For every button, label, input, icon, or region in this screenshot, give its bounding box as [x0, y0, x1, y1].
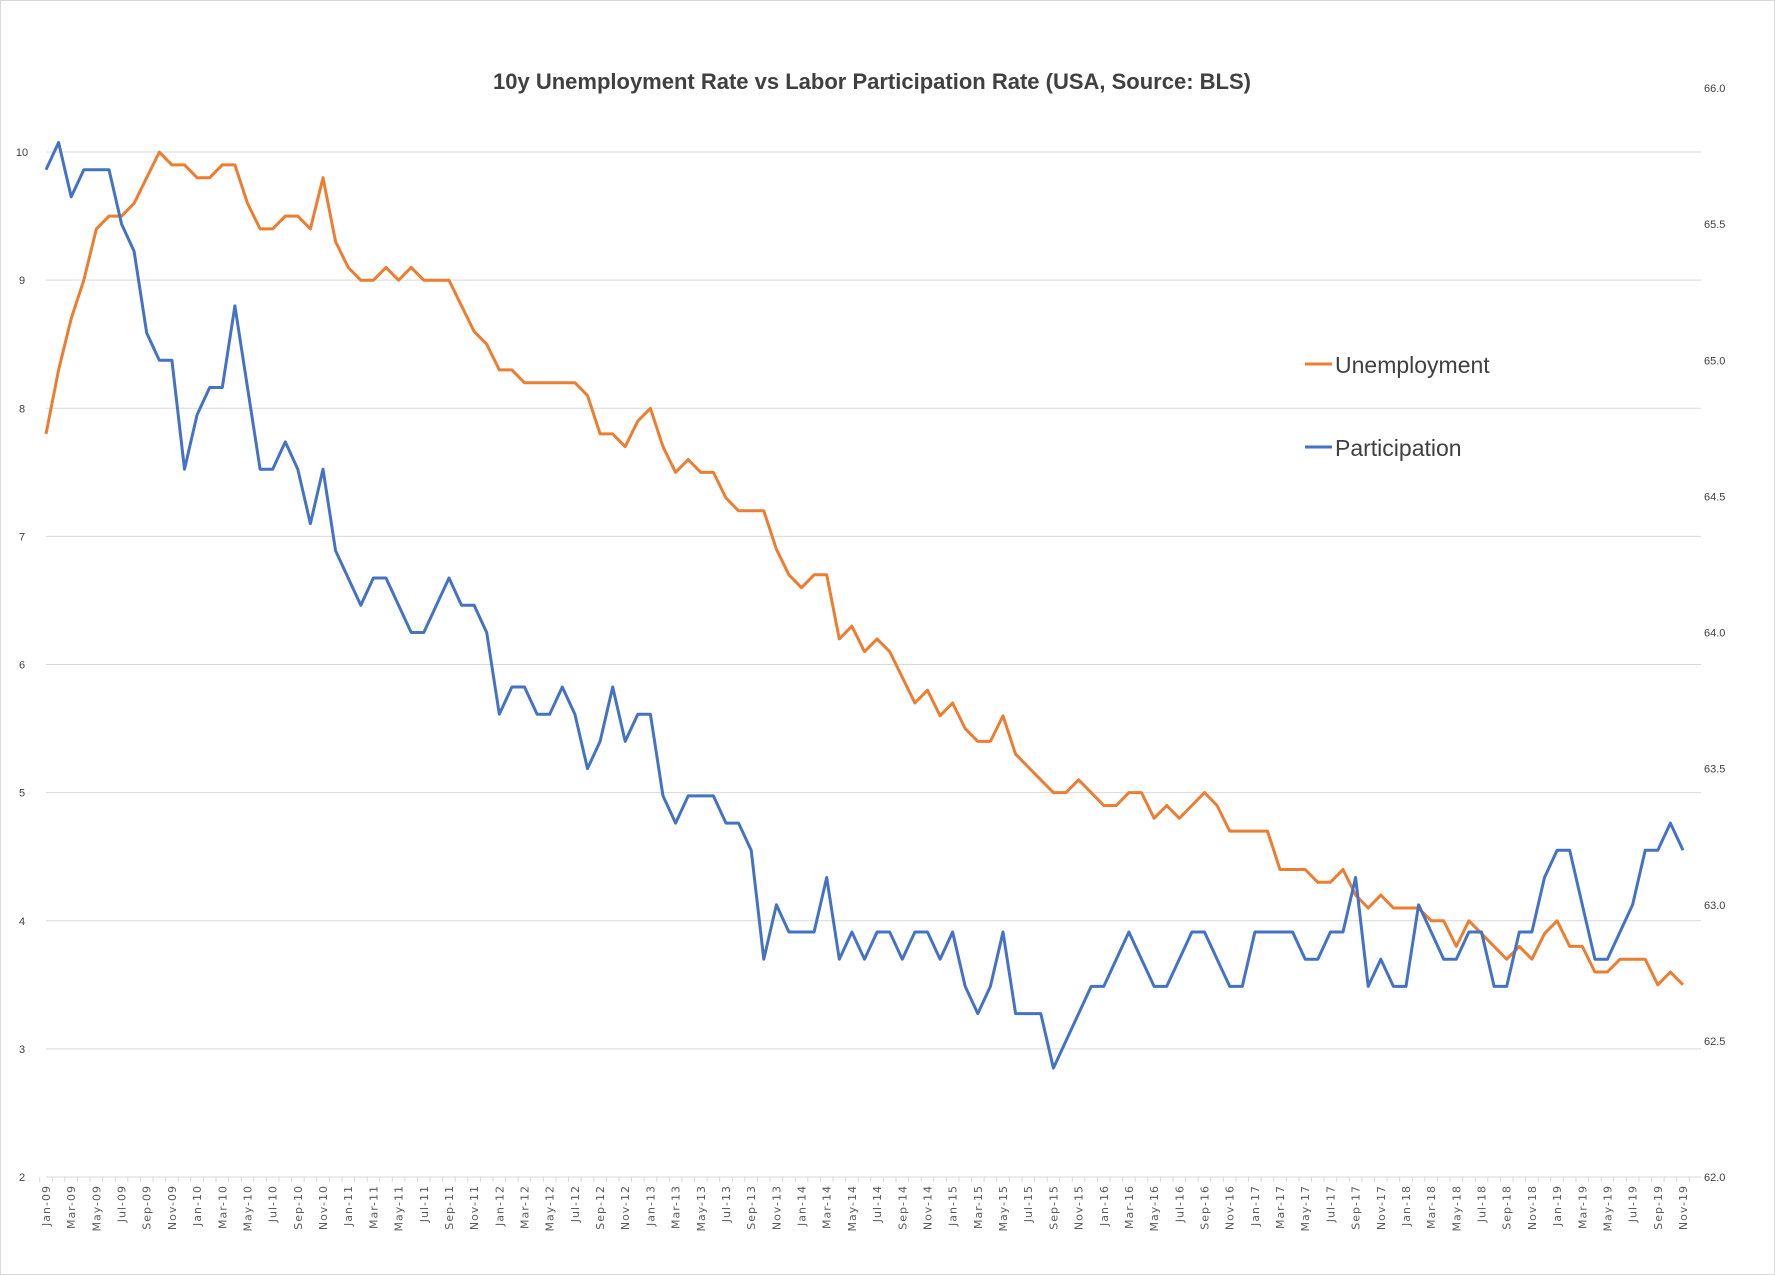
x-tick-label: Jul-19	[1627, 1185, 1640, 1223]
x-tick-label: May-13	[695, 1185, 708, 1232]
x-tick-label: Sep-12	[594, 1185, 607, 1230]
x-tick-label: Jan-19	[1551, 1185, 1564, 1227]
x-tick-label: Nov-14	[921, 1185, 934, 1230]
legend-label-unemployment: Unemployment	[1335, 352, 1490, 378]
y-left-tick-label: 4	[19, 916, 25, 928]
x-tick-label: Sep-09	[141, 1185, 154, 1230]
x-tick-label: Jan-11	[342, 1185, 355, 1227]
x-tick-label: Mar-13	[670, 1185, 683, 1229]
x-tick-label: Jul-11	[418, 1185, 431, 1223]
series-line-unemployment	[44, 150, 1685, 987]
x-tick-label: Jul-12	[569, 1185, 582, 1223]
x-tick-label: May-12	[544, 1185, 557, 1232]
x-tick-label: Jan-16	[1098, 1185, 1111, 1227]
y-right-tick-label: 64.0	[1704, 628, 1725, 640]
x-tick-label: Sep-10	[292, 1185, 305, 1230]
x-tick-label: Jul-10	[267, 1185, 280, 1223]
x-axis: Jan-09 Mar-09 May-09 Jul-09 Sep-09 Nov-09 Jan-…	[39, 1177, 1690, 1232]
x-tick-label: Jan-14	[796, 1185, 809, 1227]
legend-item-unemployment: Unemployment	[1305, 352, 1490, 378]
x-tick-label: Nov-13	[770, 1185, 783, 1230]
x-tick-label: Nov-11	[468, 1185, 481, 1230]
x-tick-label: Nov-09	[166, 1185, 179, 1230]
x-tick-label: Jul-15	[1022, 1185, 1035, 1223]
x-tick-label: Jul-09	[116, 1185, 129, 1223]
x-tick-label: Nov-19	[1677, 1185, 1690, 1230]
x-tick-label: Mar-11	[367, 1185, 380, 1229]
x-tick-label: May-17	[1299, 1185, 1312, 1232]
x-tick-label: Jan-17	[1249, 1185, 1262, 1227]
x-tick-label: Jul-18	[1476, 1185, 1489, 1223]
x-tick-label: Jan-09	[40, 1185, 53, 1227]
y-right-tick-label: 65.5	[1704, 219, 1725, 231]
x-tick-label: Nov-10	[317, 1185, 330, 1230]
x-tick-label: May-09	[90, 1185, 103, 1232]
x-tick-label: Mar-09	[65, 1185, 78, 1229]
x-tick-label: May-16	[1148, 1185, 1161, 1232]
x-tick-label: Jan-12	[493, 1185, 506, 1227]
series-line-participation	[44, 141, 1685, 1070]
x-tick-label: Jul-17	[1324, 1185, 1337, 1223]
legend: Unemployment Participation	[1305, 352, 1490, 461]
x-tick-label: Jul-14	[871, 1185, 884, 1223]
y-left-tick-label: 2	[19, 1172, 25, 1184]
x-tick-label: Sep-18	[1501, 1185, 1514, 1230]
x-tick-label: Mar-16	[1123, 1185, 1136, 1229]
x-tick-label: Jul-13	[720, 1185, 733, 1223]
x-tick-label: Mar-10	[216, 1185, 229, 1229]
y-right-tick-label: 62.0	[1704, 1172, 1725, 1184]
x-tick-label: Mar-17	[1274, 1185, 1287, 1229]
x-tick-label: Sep-16	[1198, 1185, 1211, 1230]
y-left-tick-label: 5	[19, 788, 25, 800]
x-tick-label: May-19	[1601, 1185, 1614, 1232]
x-tick-label: Mar-12	[519, 1185, 532, 1229]
y-right-tick-label: 63.0	[1704, 900, 1725, 912]
x-tick-label: Sep-14	[896, 1185, 909, 1230]
x-tick-label: Nov-18	[1526, 1185, 1539, 1230]
series-lines	[44, 141, 1685, 1070]
x-tick-label: Sep-13	[745, 1185, 758, 1230]
x-tick-label: Jan-10	[191, 1185, 204, 1227]
y-axis-left: 2 3 4 5 6 7 8 9 10	[16, 147, 28, 1184]
x-tick-label: Nov-12	[619, 1185, 632, 1230]
x-tick-label: May-18	[1450, 1185, 1463, 1232]
x-tick-label: Sep-11	[443, 1185, 456, 1230]
x-tick-label: Nov-15	[1073, 1185, 1086, 1230]
x-tick-label: Mar-15	[972, 1185, 985, 1229]
gridlines	[46, 151, 1701, 1178]
x-tick-label: Jan-18	[1400, 1185, 1413, 1227]
y-left-tick-label: 8	[19, 403, 25, 415]
x-tick-label: May-11	[393, 1185, 406, 1232]
chart-title: 10y Unemployment Rate vs Labor Participa…	[493, 69, 1251, 94]
y-right-tick-label: 63.5	[1704, 764, 1725, 776]
x-tick-label: Jan-15	[947, 1185, 960, 1227]
legend-item-participation: Participation	[1305, 435, 1462, 461]
x-tick-label: Sep-17	[1350, 1185, 1363, 1230]
x-tick-label: Mar-18	[1425, 1185, 1438, 1229]
x-tick-label: Sep-19	[1652, 1185, 1665, 1230]
x-tick-label: Sep-15	[1047, 1185, 1060, 1230]
x-tick-label: Nov-16	[1224, 1185, 1237, 1230]
x-tick-label: Nov-17	[1375, 1185, 1388, 1230]
y-right-tick-label: 64.5	[1704, 491, 1725, 503]
x-tick-label: May-14	[846, 1185, 859, 1232]
y-right-tick-label: 65.0	[1704, 355, 1725, 367]
y-right-tick-label: 62.5	[1704, 1036, 1725, 1048]
x-tick-label: May-15	[997, 1185, 1010, 1232]
x-tick-label: Mar-14	[821, 1185, 834, 1229]
x-tick-label: Jan-13	[644, 1185, 657, 1227]
x-tick-label: Mar-19	[1576, 1185, 1589, 1229]
y-right-tick-label: 66.0	[1704, 83, 1725, 95]
y-left-tick-label: 6	[19, 660, 25, 672]
y-left-tick-label: 3	[19, 1044, 25, 1056]
x-tick-label: Jul-16	[1173, 1185, 1186, 1223]
y-axis-right: 62.0 62.5 63.0 63.5 64.0 64.5 65.0 65.5 66.0	[1704, 83, 1725, 1184]
y-left-tick-label: 9	[19, 275, 25, 287]
y-left-tick-label: 10	[16, 147, 28, 159]
legend-label-participation: Participation	[1335, 435, 1462, 461]
x-tick-label: May-10	[241, 1185, 254, 1232]
y-left-tick-label: 7	[19, 531, 25, 543]
